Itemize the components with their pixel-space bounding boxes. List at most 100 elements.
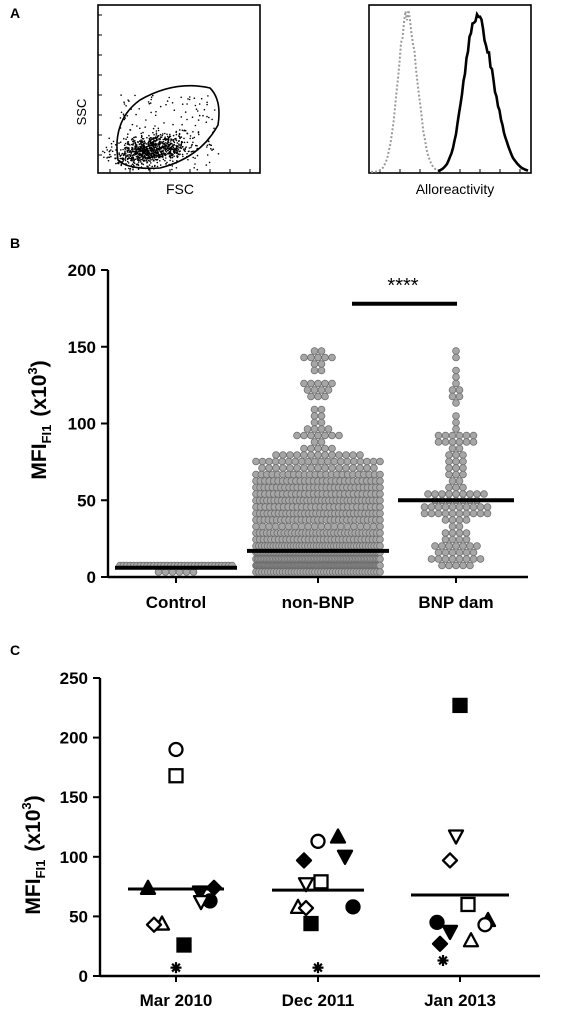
panel-a-letter: A xyxy=(10,5,20,21)
panel-c-marker-diamond-filled xyxy=(431,935,449,952)
panel-b-data-point xyxy=(469,555,478,563)
panel-b-data-point xyxy=(445,490,453,498)
panel-a-event-dot xyxy=(175,139,178,142)
panel-a-event-dot xyxy=(134,140,136,142)
panel-a-event-dot xyxy=(175,133,178,136)
panel-a-event-dot xyxy=(166,135,169,138)
panel-b-data-point xyxy=(356,451,364,459)
panel-a-event-dot xyxy=(166,142,168,145)
panel-b-data-point xyxy=(441,555,450,563)
panel-b-data-point xyxy=(452,483,460,492)
panel-b-data-point xyxy=(459,490,467,498)
panel-a-event-dot xyxy=(119,141,122,143)
panel-b-data-point xyxy=(376,509,384,518)
panel-b-data-point xyxy=(342,464,350,472)
panel-a-scatter-dots xyxy=(102,94,220,171)
panel-b-data-point xyxy=(469,503,478,511)
panel-a-event-dot xyxy=(105,146,108,149)
panel-a-event-dot xyxy=(157,153,160,155)
panel-a-event-dot xyxy=(163,122,165,124)
panel-c-marker-triangle-down-open xyxy=(192,894,210,911)
panel-a-event-dot xyxy=(184,111,187,113)
panel-a-event-dot xyxy=(186,132,189,135)
panel-b-ytick-label: 100 xyxy=(68,415,96,434)
panel-a-event-dot xyxy=(193,167,195,169)
panel-a-event-dot xyxy=(192,131,194,133)
panel-b-data-point xyxy=(448,503,457,511)
panel-a-event-dot xyxy=(150,150,152,153)
panel-a-event-dot xyxy=(118,153,120,155)
panel-a-event-dot xyxy=(206,115,208,118)
panel-a-event-dot xyxy=(136,125,138,127)
panel-a-event-dot xyxy=(155,132,158,134)
panel-b-data-point xyxy=(376,483,384,492)
panel-a-alloreactivity-label: Alloreactivity xyxy=(416,181,495,197)
panel-a-event-dot xyxy=(155,134,158,136)
panel-b-data-point xyxy=(376,516,384,524)
panel-c-ytick-label: 250 xyxy=(60,669,88,688)
panel-b-data-point xyxy=(307,464,315,472)
panel-a-event-dot xyxy=(127,162,130,164)
panel-b-data-point xyxy=(455,503,464,511)
panel-a-event-dot xyxy=(140,158,142,161)
panel-a-event-dot xyxy=(132,160,135,162)
panel-b-data-point xyxy=(441,529,450,537)
panel-a-event-dot xyxy=(137,159,139,161)
panel-b-data-point xyxy=(310,360,319,368)
panel-b-data-point xyxy=(424,490,432,498)
panel-a-event-dot xyxy=(129,154,132,156)
panel-a-event-dot xyxy=(163,145,166,147)
panel-b-data-point xyxy=(445,451,453,459)
panel-a-event-dot xyxy=(132,161,135,164)
panel-b-data-point xyxy=(258,522,267,531)
panel-a-histogram: Alloreactivity xyxy=(368,4,532,197)
panel-b-data-point xyxy=(455,444,464,453)
panel-a-event-dot xyxy=(143,140,145,143)
panel-c-asterisk-stroke xyxy=(313,962,323,973)
panel-a-event-dot xyxy=(142,159,145,162)
panel-a-event-dot xyxy=(173,141,176,144)
panel-b-data-point xyxy=(445,561,453,570)
panel-a-event-dot xyxy=(167,146,169,148)
panel-a-event-dot xyxy=(160,150,163,153)
panel-b-data-point xyxy=(324,425,333,433)
panel-b-data-point xyxy=(323,522,332,531)
panel-b-data-point xyxy=(321,379,329,388)
panel-a-event-dot xyxy=(160,141,162,143)
panel-a-event-dot xyxy=(153,146,156,149)
panel-a-event-dot xyxy=(197,119,200,121)
panel-a-event-dot xyxy=(124,157,127,159)
panel-a-event-dot xyxy=(146,161,149,163)
panel-b-data-point xyxy=(452,399,460,407)
panel-a-event-dot xyxy=(138,143,141,145)
panel-a-event-dot xyxy=(147,151,150,153)
panel-b-data-point xyxy=(363,464,371,472)
panel-c-marker-triangle-down-open xyxy=(447,829,465,845)
panel-a-event-dot xyxy=(159,138,161,141)
panel-a-event-dot xyxy=(152,142,155,145)
panel-b-data-point xyxy=(448,386,457,394)
panel-a-event-dot xyxy=(195,144,197,147)
panel-a-event-dot xyxy=(162,158,165,161)
panel-a-event-dot xyxy=(153,134,155,136)
panel-a-event-dot xyxy=(122,148,124,151)
panel-a-event-dot xyxy=(185,146,187,148)
panel-a-event-dot xyxy=(118,152,120,154)
panel-a-event-dot xyxy=(196,154,199,157)
panel-a-event-dot xyxy=(180,96,182,99)
panel-b-data-point xyxy=(376,490,384,498)
panel-a-event-dot xyxy=(169,135,172,138)
panel-a-event-dot xyxy=(155,156,157,158)
panel-b-data-point xyxy=(278,457,286,466)
panel-a-event-dot xyxy=(164,148,167,150)
panel-b-data-point xyxy=(376,503,384,511)
panel-a-event-dot xyxy=(161,155,164,157)
panel-a-event-dot xyxy=(136,152,139,154)
panel-a-event-dot xyxy=(171,148,174,150)
panel-b-data-point xyxy=(284,457,293,466)
panel-a-event-dot xyxy=(171,156,174,159)
panel-c-marker-square-open xyxy=(168,768,184,784)
panel-a-event-dot xyxy=(142,146,145,149)
panel-a-event-dot xyxy=(178,132,181,135)
panel-a-event-dot xyxy=(145,146,147,148)
